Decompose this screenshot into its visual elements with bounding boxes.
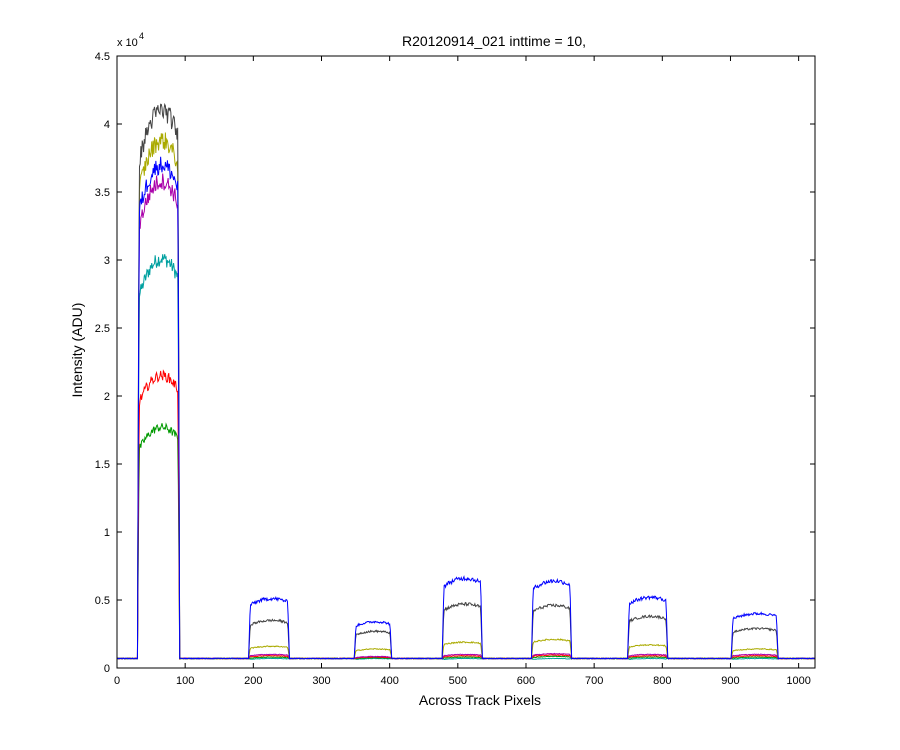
x-axis-label: Across Track Pixels (419, 692, 541, 708)
x-tick-label: 0 (114, 675, 120, 687)
x-tick-label: 300 (312, 675, 330, 687)
y-tick-label: 2.5 (95, 323, 110, 335)
y-axis-exponent: x 10 (117, 37, 138, 49)
y-axis-exponent-power: 4 (139, 31, 144, 41)
x-tick-label: 100 (176, 675, 194, 687)
x-tick-label: 900 (721, 675, 739, 687)
x-tick-label: 200 (244, 675, 262, 687)
x-tick-label: 800 (653, 675, 671, 687)
y-tick-label: 1 (104, 527, 110, 539)
x-tick-label: 1000 (786, 675, 810, 687)
y-tick-label: 0.5 (95, 595, 110, 607)
series-layer (116, 102, 816, 661)
chart-title: R20120914_021 inttime = 10, (402, 33, 586, 49)
y-tick-label: 0 (104, 663, 110, 675)
y-tick-label: 2 (104, 391, 110, 403)
y-tick-label: 3.5 (95, 187, 110, 199)
plot-area (117, 56, 815, 668)
y-axis-label: Intensity (ADU) (69, 303, 85, 398)
series-line-7 (116, 156, 816, 661)
y-tick-label: 4.5 (95, 51, 110, 63)
y-tick-label: 4 (104, 119, 110, 131)
x-tick-label: 600 (517, 675, 535, 687)
x-tick-label: 700 (585, 675, 603, 687)
x-tick-label: 500 (449, 675, 467, 687)
plot-frame (116, 55, 816, 669)
x-tick-label: 400 (380, 675, 398, 687)
y-tick-label: 3 (104, 255, 110, 267)
tick-layer: 0 100 200 300 400 500 600 700 800 900 1000 0 0.5 1 1.5… (95, 51, 815, 687)
y-tick-label: 1.5 (95, 459, 110, 471)
